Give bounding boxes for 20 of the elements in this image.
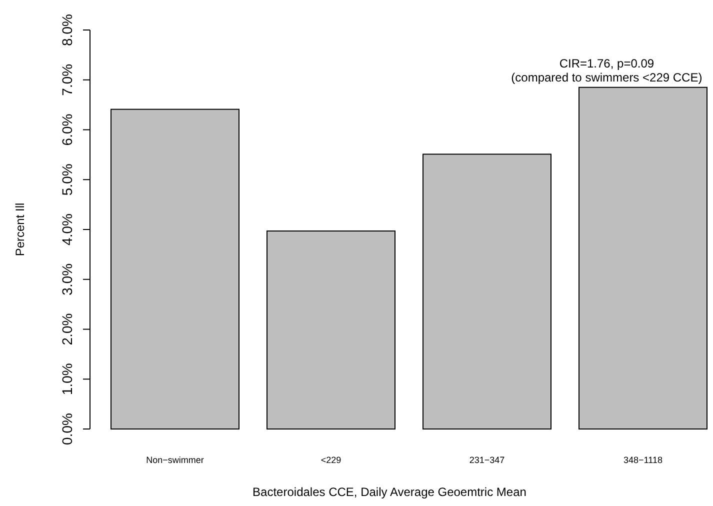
y-tick-label: 6.0% (59, 114, 75, 146)
bar (422, 154, 552, 430)
y-tick-label: 1.0% (59, 363, 75, 396)
y-tick-label: 4.0% (59, 214, 75, 246)
y-tick-label: 2.0% (59, 313, 75, 346)
bar (110, 108, 240, 430)
x-tick-label: 231−347 (469, 455, 505, 465)
x-tick-label: 348−1118 (624, 455, 662, 465)
y-tick-label: 8.0% (59, 14, 75, 46)
annotation: CIR=1.76, p=0.09 (compared to swimmers <229 CCE) (511, 56, 702, 84)
x-axis-title: Bacteroidales CCE, Daily Average Geoemtric Mean (252, 485, 526, 499)
x-tick-label: Non−swimmer (146, 455, 204, 465)
y-tick-label: 3.0% (59, 263, 75, 296)
y-axis-title: Percent Ill (13, 202, 27, 256)
y-tick-label: 7.0% (59, 64, 75, 96)
bar (578, 86, 708, 430)
x-tick-label: <229 (320, 455, 342, 465)
bar (266, 230, 396, 430)
y-tick-label: 5.0% (59, 164, 75, 196)
y-tick-label: 0.0% (59, 413, 75, 445)
